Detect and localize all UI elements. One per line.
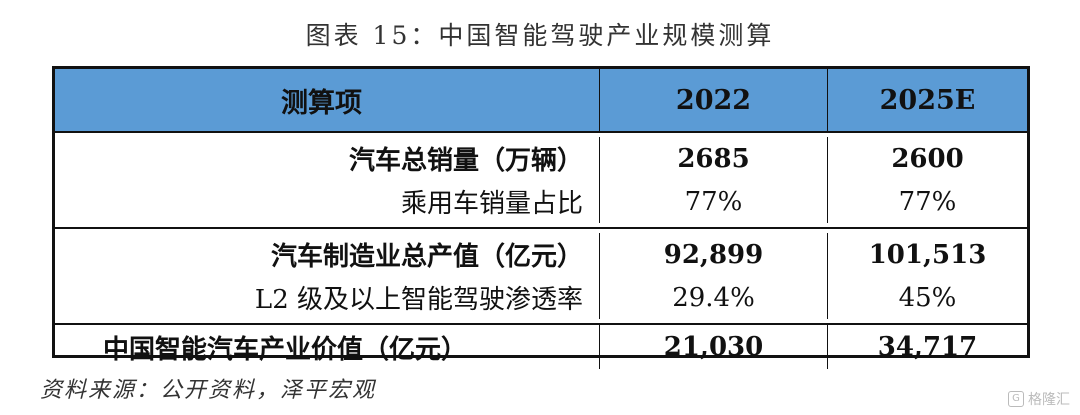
header-2022: 2022 <box>600 69 828 131</box>
table-row: L2 级及以上智能驾驶渗透率 29.4% 45% <box>55 276 1027 319</box>
row-value-2022: 29.4% <box>600 276 828 319</box>
row-label: 乘用车销量占比 <box>55 180 600 223</box>
watermark: G 格隆汇 <box>1008 389 1070 409</box>
row-value-2022: 2685 <box>600 137 828 180</box>
row-value-2025e: 45% <box>898 282 957 313</box>
header-item: 测算项 <box>55 69 600 131</box>
data-table: 测算项 2022 2025E 汽车总销量（万辆） 2685 2600 乘用车销量… <box>52 66 1030 369</box>
total-label: 中国智能汽车产业价值（亿元） <box>55 325 600 369</box>
row-value-2022: 77% <box>600 180 828 223</box>
table-row: 乘用车销量占比 77% 77% <box>55 180 1027 223</box>
gelonghui-logo-icon: G <box>1008 391 1024 407</box>
table-group-output: 汽车制造业总产值（亿元） 92,899 101,513 L2 级及以上智能驾驶渗… <box>55 229 1027 325</box>
row-label: 汽车总销量（万辆） <box>55 137 600 180</box>
source-note: 资料来源：公开资料，泽平宏观 <box>40 378 377 403</box>
watermark-text: 格隆汇 <box>1028 392 1070 408</box>
header-2025e: 2025E <box>879 84 976 116</box>
row-value-2025e: 77% <box>898 186 957 217</box>
row-label: 汽车制造业总产值（亿元） <box>55 233 600 276</box>
row-value-2025e: 2600 <box>891 143 964 174</box>
row-value-2022: 92,899 <box>600 233 828 276</box>
total-value-2025e: 34,717 <box>877 332 978 362</box>
table-header: 测算项 2022 2025E <box>55 69 1027 133</box>
table-row-total: 中国智能汽车产业价值（亿元） 21,030 34,717 <box>55 325 1027 369</box>
total-value-2022: 21,030 <box>600 325 828 369</box>
table-row: 汽车总销量（万辆） 2685 2600 <box>55 137 1027 180</box>
table-group-sales: 汽车总销量（万辆） 2685 2600 乘用车销量占比 77% 77% <box>55 133 1027 229</box>
table-title: 图表 15：中国智能驾驶产业规模测算 <box>305 21 775 50</box>
table-row: 汽车制造业总产值（亿元） 92,899 101,513 <box>55 233 1027 276</box>
row-label: L2 级及以上智能驾驶渗透率 <box>55 276 600 319</box>
row-value-2025e: 101,513 <box>868 239 987 270</box>
